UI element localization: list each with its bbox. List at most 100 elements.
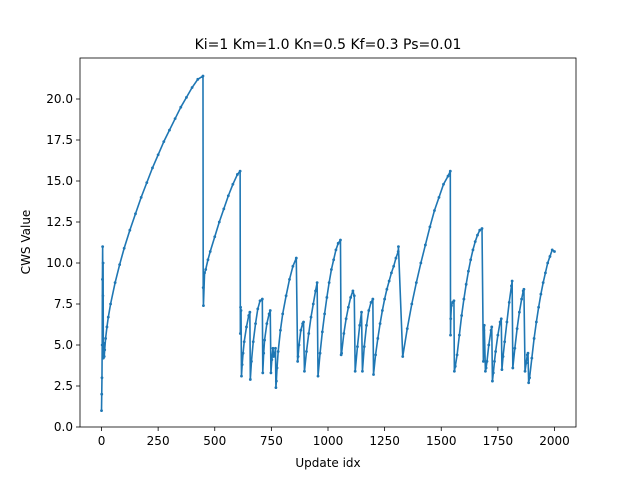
data-point: [185, 95, 188, 99]
y-tick-label: 20.0: [46, 92, 73, 106]
data-point: [196, 77, 200, 81]
y-tick-label: 10.0: [46, 256, 73, 270]
data-point: [484, 366, 488, 370]
data-point: [260, 297, 264, 301]
data-point: [499, 317, 503, 321]
x-axis-label: Update idx: [295, 456, 360, 470]
data-point: [498, 320, 502, 324]
data-point: [453, 364, 457, 368]
data-point: [320, 330, 324, 334]
x-tick-label: 1750: [483, 434, 514, 448]
data-point: [515, 327, 519, 330]
y-tick-label: 5.0: [54, 338, 73, 352]
data-point: [217, 220, 221, 224]
data-point: [201, 74, 205, 78]
data-point: [236, 173, 239, 176]
data-point: [493, 360, 496, 363]
data-point: [231, 182, 235, 186]
data-point: [323, 312, 326, 316]
data-point: [330, 268, 333, 271]
data-point: [263, 338, 266, 342]
data-point: [245, 325, 248, 329]
data-point: [239, 305, 242, 309]
data-point: [482, 328, 486, 332]
data-point: [297, 343, 301, 347]
data-point: [433, 209, 436, 212]
data-point: [271, 346, 275, 350]
data-point: [546, 261, 550, 265]
data-point: [288, 278, 291, 281]
axis-layer: 0 250 500 750 1000 1250 1500 1750 2000 0.0 2.5 5.0 7…: [46, 92, 569, 448]
data-point: [284, 294, 288, 298]
data-point: [254, 322, 257, 326]
y-tick-label: 0.0: [54, 420, 73, 434]
data-point: [302, 320, 305, 324]
data-point: [481, 360, 485, 363]
data-point: [202, 304, 205, 308]
data-point: [534, 320, 538, 324]
data-point: [242, 340, 246, 344]
data-point: [367, 309, 371, 312]
data-point: [448, 169, 452, 173]
data-point: [496, 333, 500, 337]
data-point: [128, 228, 132, 232]
data-point: [206, 258, 210, 262]
data-point: [270, 358, 274, 362]
data-point: [362, 345, 366, 349]
data-point: [471, 248, 475, 252]
data-point: [247, 314, 251, 317]
data-point: [240, 363, 244, 367]
data-point: [442, 182, 445, 186]
x-tick-label: 2000: [539, 434, 570, 448]
data-point: [423, 243, 427, 247]
data-point: [530, 356, 534, 360]
data-point: [173, 117, 177, 121]
x-tick-label: 0: [98, 434, 106, 448]
data-point: [274, 386, 278, 390]
data-point: [376, 337, 380, 340]
y-tick-label: 7.5: [54, 297, 73, 311]
data-point: [510, 284, 513, 288]
data-point: [369, 300, 373, 304]
data-point: [318, 351, 322, 355]
data-point: [100, 376, 104, 380]
data-point: [473, 240, 477, 244]
x-tick-label: 500: [203, 434, 226, 448]
data-point: [102, 341, 106, 345]
data-point: [405, 327, 409, 330]
data-point: [118, 263, 122, 267]
data-point: [385, 287, 389, 291]
x-tick-label: 1500: [426, 434, 457, 448]
data-point: [238, 332, 242, 335]
data-point: [226, 194, 230, 198]
data-point: [491, 371, 495, 375]
data-point: [262, 351, 266, 355]
data-point: [342, 332, 346, 335]
data-point: [482, 323, 486, 327]
data-point: [523, 369, 527, 373]
data-point: [358, 323, 362, 327]
data-point: [332, 258, 336, 262]
data-point: [314, 289, 317, 293]
data-point: [452, 369, 456, 373]
data-point: [275, 366, 279, 370]
data-point: [151, 166, 154, 170]
data-point: [353, 369, 357, 373]
data-point: [102, 355, 106, 358]
data-point: [299, 328, 303, 332]
data-point: [490, 325, 494, 329]
data-point: [480, 227, 484, 230]
data-point: [307, 332, 311, 335]
x-tick-label: 250: [147, 434, 170, 448]
data-point: [168, 128, 171, 132]
data-point: [478, 228, 482, 232]
data-point: [503, 340, 507, 344]
data-point: [336, 241, 340, 245]
data-point: [101, 278, 104, 281]
chart-title: Ki=1 Km=1.0 Kn=0.5 Kf=0.3 Ps=0.01: [195, 37, 462, 53]
data-point: [450, 304, 453, 308]
data-point: [145, 181, 149, 185]
data-point: [339, 238, 342, 242]
data-point: [460, 314, 464, 317]
data-point: [101, 294, 105, 298]
